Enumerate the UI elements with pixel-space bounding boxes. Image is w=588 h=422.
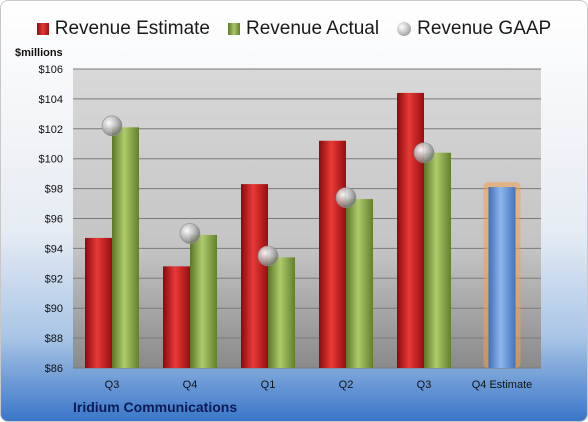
gridlines	[73, 68, 541, 369]
y-axis-unit: $millions	[15, 47, 63, 59]
y-tick-label: $106	[39, 64, 63, 76]
y-tick-label: $104	[39, 94, 63, 106]
x-category-label: Q4	[183, 379, 198, 391]
x-category-label: Q3	[105, 379, 120, 391]
bar-revenue-actual	[268, 257, 295, 368]
y-tick-label: $86	[45, 363, 63, 375]
x-category-label: Q2	[339, 379, 354, 391]
bar-revenue-estimate	[85, 237, 112, 368]
bar-revenue-estimate	[163, 266, 190, 368]
y-tick-label: $102	[39, 124, 63, 136]
company-name: Iridium Communications	[73, 399, 238, 415]
y-axis-ticks: $86 $88 $90 $92 $94 $96 $98 $100 $102 $104 $106	[39, 64, 63, 375]
y-tick-label: $100	[39, 154, 63, 166]
y-tick-label: $88	[45, 333, 63, 345]
bar-revenue-actual	[112, 127, 139, 369]
marker-revenue-gaap	[335, 187, 357, 208]
bar-revenue-estimate	[241, 184, 268, 368]
legend-label-estimate: Revenue Estimate	[54, 18, 210, 39]
x-category-label: Q4 Estimate	[472, 379, 533, 391]
legend-label-gaap: Revenue GAAP	[417, 18, 552, 39]
y-tick-label: $90	[45, 303, 63, 315]
bar-revenue-estimate	[397, 92, 424, 369]
marker-revenue-gaap	[257, 245, 279, 267]
y-tick-label: $92	[45, 273, 63, 285]
y-tick-label: $94	[45, 243, 63, 255]
legend-swatch-estimate	[36, 23, 49, 35]
legend-item-gaap: Revenue GAAP	[397, 18, 551, 40]
bar-q4-estimate	[488, 187, 516, 368]
gaap-markers	[101, 115, 435, 267]
y-tick-label: $96	[45, 214, 63, 226]
marker-revenue-gaap	[179, 223, 201, 244]
legend: Revenue Estimate Revenue Actual Revenue …	[1, 15, 587, 43]
x-category-label: Q1	[261, 379, 276, 391]
marker-revenue-gaap	[101, 115, 123, 137]
y-tick-label: $98	[45, 184, 63, 196]
legend-swatch-gaap	[397, 22, 412, 36]
bars	[85, 92, 521, 369]
legend-item-estimate: Revenue Estimate	[36, 18, 210, 40]
legend-swatch-actual	[228, 23, 240, 35]
marker-revenue-gaap	[413, 142, 435, 164]
bar-revenue-estimate	[319, 140, 346, 368]
bar-revenue-actual	[424, 152, 451, 368]
legend-label-actual: Revenue Actual	[246, 18, 380, 39]
x-category-label: Q3	[417, 379, 432, 391]
bar-revenue-actual	[346, 199, 373, 368]
x-axis-labels: Q3 Q4 Q1 Q2 Q3 Q4 Estimate	[105, 379, 533, 391]
legend-item-actual: Revenue Actual	[228, 18, 379, 40]
bar-revenue-actual	[190, 234, 217, 368]
